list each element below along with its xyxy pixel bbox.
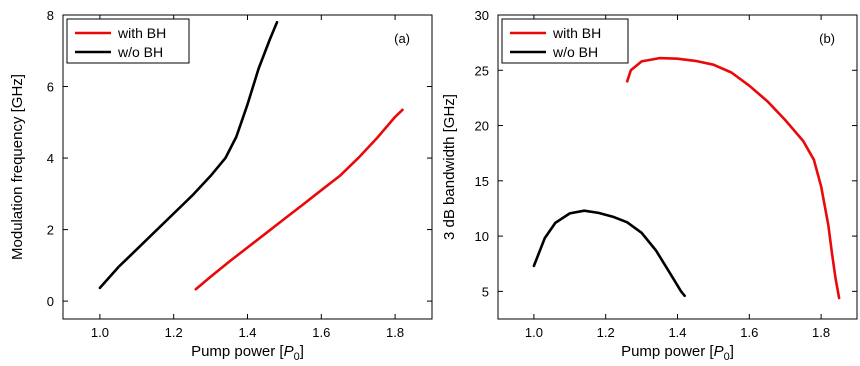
x-tick-label: 1.0 <box>525 325 543 340</box>
x-tick-label: 1.0 <box>91 325 109 340</box>
x-tick-label: 1.8 <box>812 325 830 340</box>
legend-entry: w/o BH <box>117 44 163 60</box>
y-tick-label: 20 <box>475 119 489 134</box>
x-axis-label-suffix: ] <box>300 343 304 360</box>
legend-box <box>501 18 629 64</box>
legend-entry: with BH <box>552 25 601 41</box>
y-tick-label: 5 <box>482 284 489 299</box>
series-line-without-bh <box>98 20 279 290</box>
x-tick-label: 1.6 <box>740 325 758 340</box>
x-tick-label: 1.2 <box>597 325 615 340</box>
y-tick-label: 0 <box>47 294 54 309</box>
x-axis-label-subscript: 0 <box>294 351 300 363</box>
panel-b-3db-bandwidth: 1.0 1.2 1.4 1.6 1.8 5 10 15 20 25 30 Pump power [P0… <box>441 8 858 363</box>
series-line-without-bh <box>532 209 687 298</box>
x-tick-label: 1.4 <box>668 325 686 340</box>
y-tick-label: 30 <box>475 8 489 23</box>
x-axis-label-prefix: Pump power [ <box>621 343 714 360</box>
y-tick-label: 4 <box>47 151 54 166</box>
x-tick-label: 1.6 <box>312 325 330 340</box>
x-axis-label-prefix: Pump power [ <box>191 343 284 360</box>
x-axis-label-symbol: P <box>714 343 724 360</box>
y-tick-label: 15 <box>475 174 489 189</box>
legend-entry: with BH <box>117 25 166 41</box>
y-tick-label: 2 <box>47 223 54 238</box>
y-axis-label: Modulation frequency [GHz] <box>9 74 26 260</box>
legend-box <box>66 18 190 64</box>
x-tick-label: 1.8 <box>386 325 404 340</box>
y-tick-label: 8 <box>47 8 54 23</box>
x-axis-label: Pump power [P0] <box>191 343 304 363</box>
series-line-with-bh <box>194 108 404 291</box>
panel-label: (b) <box>819 31 835 46</box>
x-tick-label: 1.4 <box>238 325 256 340</box>
y-axis-label: 3 dB bandwidth [GHz] <box>441 94 458 240</box>
series-line-with-bh <box>625 56 841 300</box>
x-tick-label: 1.2 <box>165 325 183 340</box>
y-tick-label: 10 <box>475 229 489 244</box>
y-tick-label: 25 <box>475 63 489 78</box>
x-axis-label-symbol: P <box>284 343 294 360</box>
y-tick-label: 6 <box>47 80 54 95</box>
x-axis-label: Pump power [P0] <box>621 343 734 363</box>
x-axis-label-subscript: 0 <box>724 351 730 363</box>
legend-entry: w/o BH <box>552 44 598 60</box>
x-axis-label-suffix: ] <box>730 343 734 360</box>
panel-label: (a) <box>394 31 410 46</box>
